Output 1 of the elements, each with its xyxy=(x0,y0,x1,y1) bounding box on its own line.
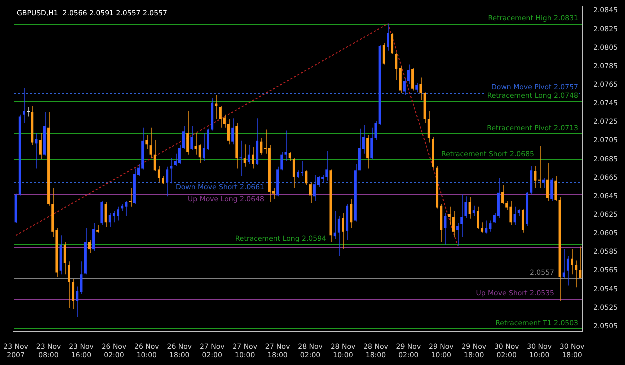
candlestick xyxy=(26,106,30,118)
